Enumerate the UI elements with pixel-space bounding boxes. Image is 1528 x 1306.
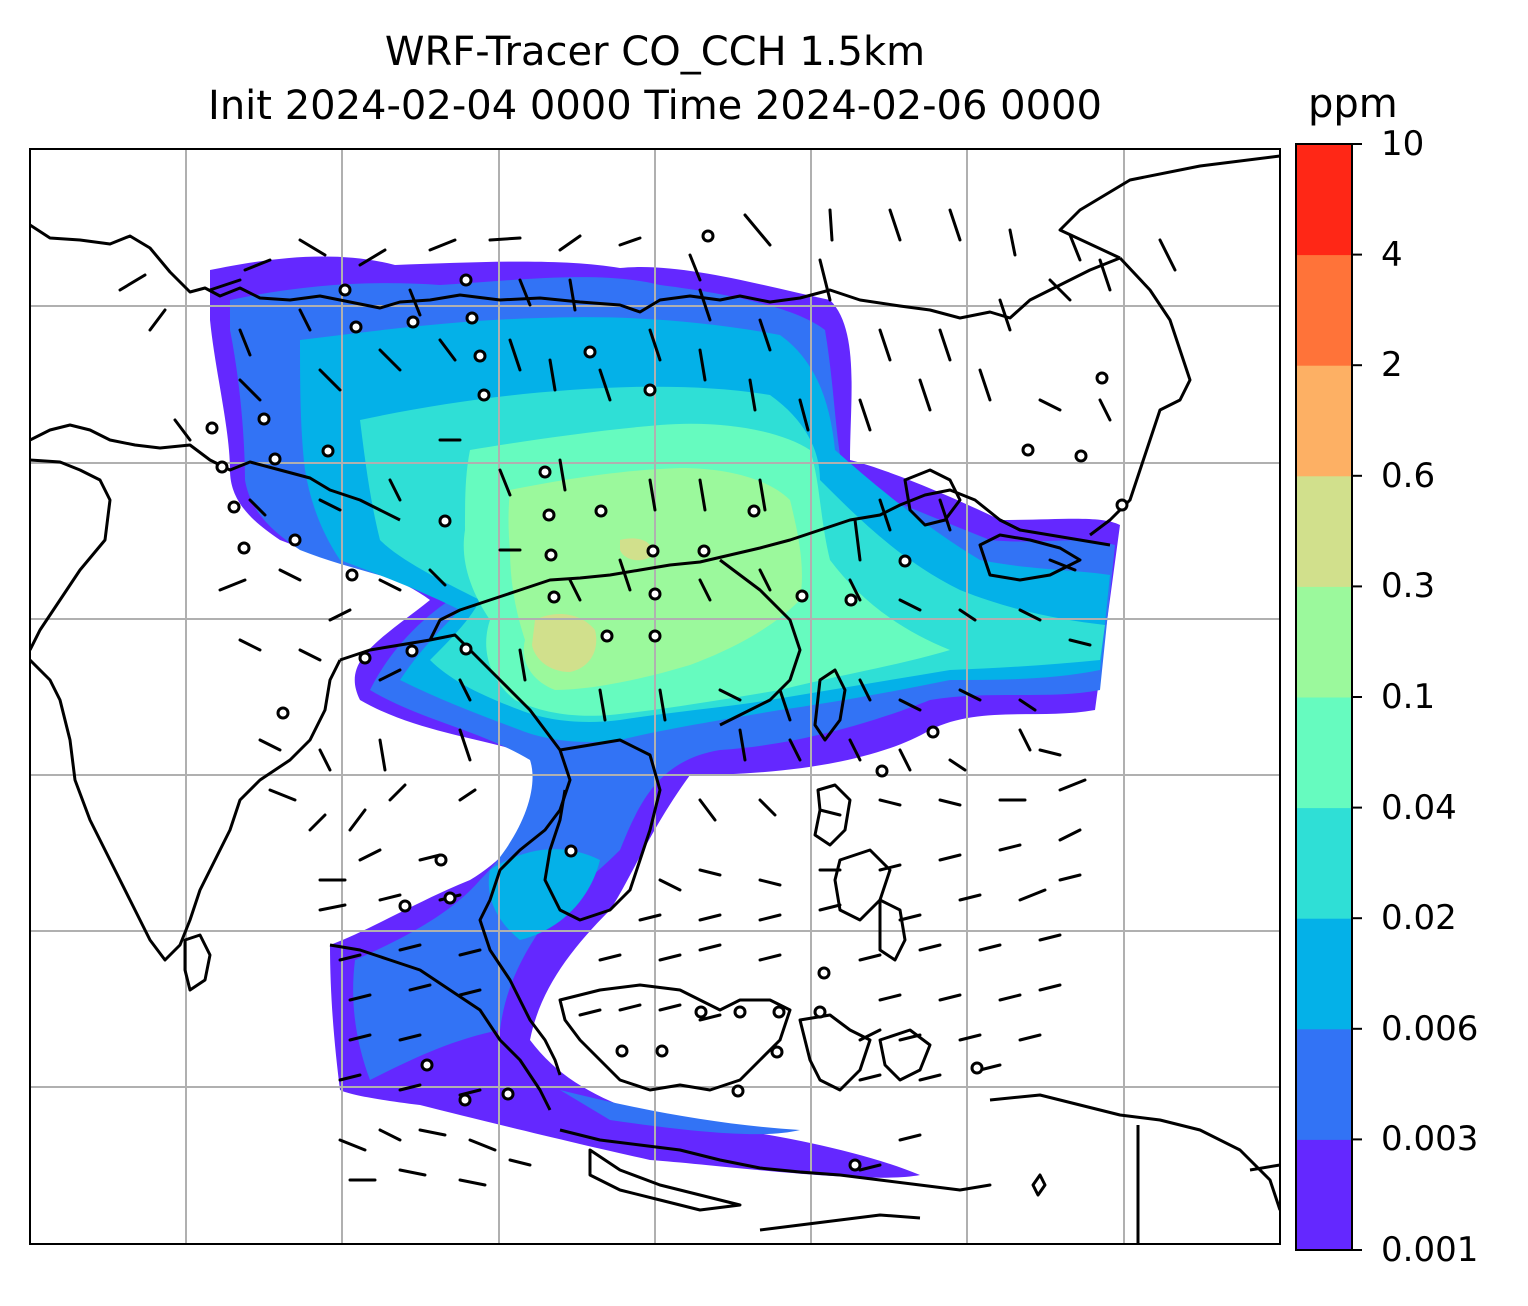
colorbar-segment-2 <box>1296 254 1352 366</box>
colorbar-unit: ppm <box>1308 81 1398 127</box>
colorbar-tick-label: 10 <box>1381 124 1425 164</box>
colorbar-segment-0.001 <box>1296 1139 1352 1251</box>
colorbar-tick-label: 0.04 <box>1381 787 1457 828</box>
colorbar-tick-label: 0.001 <box>1381 1230 1479 1270</box>
colorbar-tick-label: 4 <box>1381 234 1403 275</box>
colorbar-tick-label: 0.6 <box>1381 455 1436 496</box>
map-frame <box>29 148 1281 1245</box>
colorbar-tick-label: 0.1 <box>1381 677 1436 717</box>
map-area <box>30 149 1280 1244</box>
chart-title: WRF-Tracer CO_CCH 1.5km <box>384 29 926 75</box>
colorbar-segment-0.006 <box>1296 918 1352 1030</box>
colorbar-tick-label: 0.003 <box>1381 1119 1479 1160</box>
colorbar-tick-label: 0.006 <box>1381 1008 1479 1049</box>
colorbar-segment-4 <box>1296 144 1352 256</box>
wind-barbs <box>118 208 1177 1192</box>
colorbar-segment-0.1 <box>1296 586 1352 698</box>
colorbar-segment-0.04 <box>1296 697 1352 809</box>
coastlines <box>30 154 1280 1244</box>
colorbar-tick-label: 0.3 <box>1381 566 1436 607</box>
chart-subtitle: Init 2024-02-04 0000 Time 2024-02-06 000… <box>208 83 1102 129</box>
calm-wind-markers <box>205 229 1129 1172</box>
tracer-contour-0.3 <box>532 538 653 672</box>
colorbar-segment-0.003 <box>1296 1028 1352 1140</box>
colorbar-tick-label: 2 <box>1381 345 1403 386</box>
colorbar-segment-0.02 <box>1296 807 1352 919</box>
colorbar <box>1295 143 1362 1251</box>
colorbar-tick-label: 0.02 <box>1381 898 1457 939</box>
colorbar-segment-0.6 <box>1296 365 1352 477</box>
map-gridlines <box>30 149 1280 1244</box>
colorbar-segment-0.3 <box>1296 475 1352 587</box>
